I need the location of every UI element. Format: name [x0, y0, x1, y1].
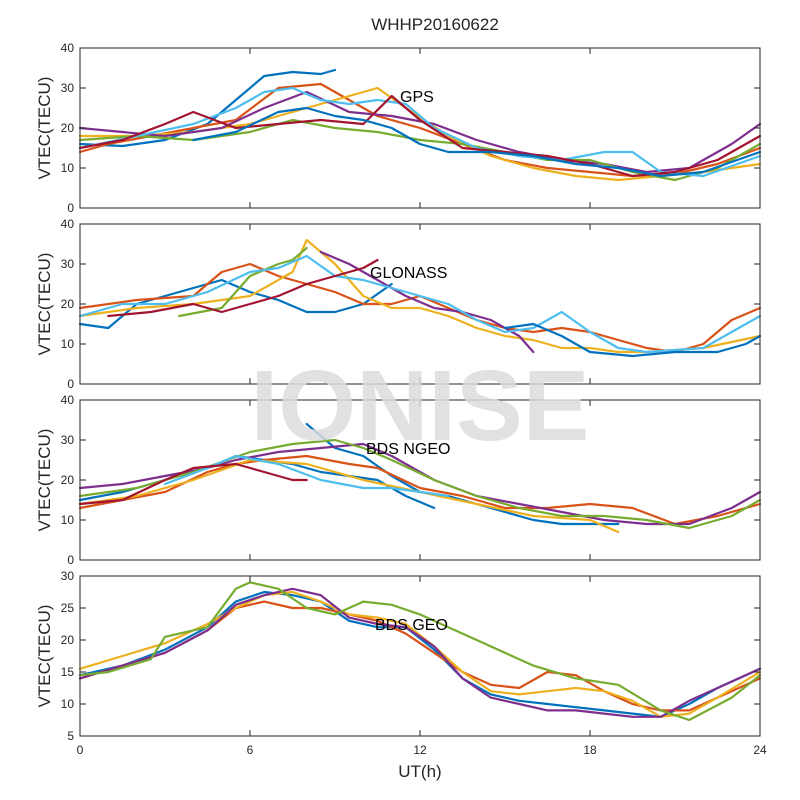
- y-tick-label: 40: [61, 41, 75, 55]
- series-line-3: [78, 454, 762, 526]
- panel-annotation: BDS NGEO: [366, 441, 450, 458]
- y-tick-label: 10: [61, 161, 75, 175]
- y-tick-label: 10: [61, 337, 75, 351]
- y-tick-label: 0: [67, 377, 74, 391]
- y-tick-label: 30: [61, 433, 75, 447]
- panel-2: 0 10 20 30 40 VTEC(TECU) GLONASS: [35, 217, 762, 391]
- x-tick-label: 0: [77, 743, 84, 757]
- y-tick-label: 10: [61, 697, 75, 711]
- x-tick-label: 18: [583, 743, 597, 757]
- series-line-4: [78, 90, 762, 174]
- y-tick-label: 30: [61, 569, 75, 583]
- plot-area: [80, 576, 760, 736]
- panel-1: 0 10 20 30 40 VTEC(TECU) GPS: [35, 41, 762, 215]
- series-line-6: [78, 254, 762, 354]
- watermark: IONISE: [251, 350, 590, 462]
- y-tick-label: 30: [61, 81, 75, 95]
- y-tick-label: 15: [61, 665, 75, 679]
- series-line-1: [78, 68, 337, 148]
- series-line-6: [78, 86, 762, 178]
- series-line-5: [78, 118, 762, 182]
- y-tick-label: 5: [67, 729, 74, 743]
- y-tick-label: 30: [61, 257, 75, 271]
- panel-4: 5 10 15 20 25 30 0 6 12 18 24 VTEC(TECU) BDS GEO: [35, 569, 767, 757]
- panel-annotation: GPS: [400, 89, 434, 106]
- series-line-7: [163, 454, 450, 498]
- x-tick-label: 12: [413, 743, 427, 757]
- y-tick-label: 25: [61, 601, 75, 615]
- y-tick-label: 20: [61, 121, 75, 135]
- y-tick-label: 20: [61, 297, 75, 311]
- y-axis-label: VTEC(TECU): [35, 429, 54, 532]
- y-tick-label: 10: [61, 513, 75, 527]
- figure-title: WHHP20160622: [371, 15, 499, 34]
- series-line-1: [78, 590, 762, 718]
- x-tick-label: 24: [753, 743, 767, 757]
- panel-annotation: GLONASS: [370, 265, 447, 282]
- y-tick-label: 20: [61, 473, 75, 487]
- x-tick-label: 6: [247, 743, 254, 757]
- x-axis-label: UT(h): [398, 762, 441, 781]
- y-axis-label: VTEC(TECU): [35, 77, 54, 180]
- y-axis-label: VTEC(TECU): [35, 605, 54, 708]
- y-tick-label: 40: [61, 217, 75, 231]
- series-line-2: [78, 262, 762, 354]
- series-line-8: [192, 106, 762, 178]
- panel-annotation: BDS GEO: [375, 617, 448, 634]
- y-axis-label: VTEC(TECU): [35, 253, 54, 356]
- y-tick-label: 20: [61, 633, 75, 647]
- series-line-7: [78, 94, 762, 178]
- y-tick-label: 0: [67, 201, 74, 215]
- panels: 0 10 20 30 40 VTEC(TECU) GPS 0 10 20 30 40 VTEC(TECU…: [35, 41, 767, 757]
- series-line-7: [107, 258, 379, 318]
- y-tick-label: 40: [61, 393, 75, 407]
- series-line-8: [503, 322, 762, 358]
- panel-3: 0 10 20 30 40 VTEC(TECU) BDS NGEO: [35, 393, 762, 567]
- series-line-4: [78, 458, 620, 534]
- y-tick-label: 0: [67, 553, 74, 567]
- series-line-8: [78, 462, 308, 506]
- series-line-3: [78, 238, 762, 354]
- series-line-5: [78, 581, 762, 722]
- series-line-4: [78, 587, 762, 718]
